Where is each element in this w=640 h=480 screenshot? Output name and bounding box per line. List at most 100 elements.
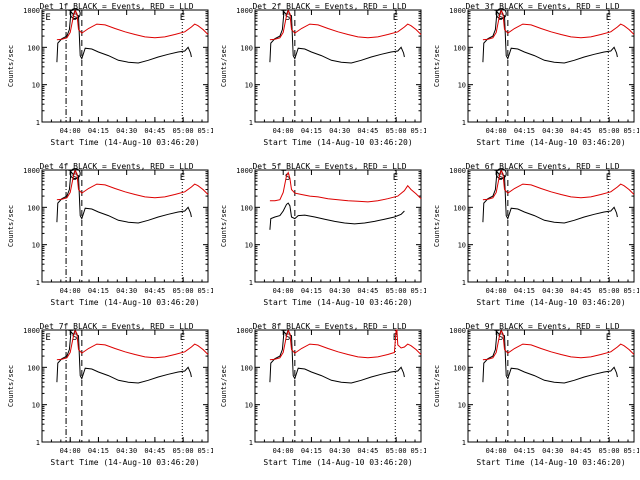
y-tick-label: 10 (32, 242, 40, 250)
chart-title: Det 4f_BLACK = Events, RED = LLD (39, 162, 193, 171)
series-line-events (269, 8, 405, 64)
x-tick-label: 04:00 (60, 127, 81, 135)
y-tick-label: 100 (27, 364, 40, 372)
flag-label: E (393, 173, 398, 183)
x-axis-label: Start Time (14-Aug-10 03:46:20) (263, 458, 412, 467)
x-tick-label: 05:00 (599, 287, 620, 295)
x-tick-label: 04:15 (514, 287, 535, 295)
x-tick-label: 04:45 (144, 287, 165, 295)
x-tick-label: 04:30 (329, 127, 350, 135)
y-tick-label: 1 (249, 439, 253, 447)
x-tick-label: 05:00 (173, 447, 194, 455)
y-tick-label: 100 (240, 44, 253, 52)
x-axis-label: Start Time (14-Aug-10 03:46:20) (476, 458, 625, 467)
y-axis-label: Counts/sec (220, 45, 228, 87)
x-tick-label: 04:00 (60, 447, 81, 455)
flag-label: S (498, 173, 503, 183)
flag-label: E (393, 13, 398, 23)
x-tick-label: 05:00 (386, 127, 407, 135)
y-tick-label: 10 (458, 82, 466, 90)
series-line-lld (269, 9, 422, 41)
detector-panel-7f: Det 7f_BLACK = Events, RED = LLD 1 10 100 10… (7, 322, 213, 467)
y-tick-label: 10 (245, 402, 253, 410)
series-line-events (269, 202, 405, 230)
y-tick-label: 10 (245, 82, 253, 90)
y-tick-label: 100 (27, 44, 40, 52)
x-tick-label: 05:15 (197, 127, 213, 135)
x-tick-label: 04:45 (357, 447, 378, 455)
x-tick-label: 04:00 (273, 287, 294, 295)
x-tick-label: 04:45 (570, 287, 591, 295)
x-tick-label: 05:15 (410, 447, 426, 455)
y-axis-label: Counts/sec (7, 365, 15, 407)
flag-label: E (180, 333, 185, 343)
x-tick-label: 04:00 (486, 447, 507, 455)
detector-panel-4f: Det 4f_BLACK = Events, RED = LLD 1 10 100 10… (7, 162, 213, 307)
y-tick-label: 100 (453, 204, 466, 212)
x-tick-label: 05:00 (599, 447, 620, 455)
x-tick-label: 04:15 (514, 447, 535, 455)
x-axis-label: Start Time (14-Aug-10 03:46:20) (50, 298, 199, 307)
detector-panel-5f: Det 5f_BLACK = Events, RED = LLD 1 10 100 10… (220, 162, 426, 307)
flag-label: E (606, 173, 611, 183)
y-tick-label: 100 (240, 364, 253, 372)
x-tick-label: 04:30 (542, 447, 563, 455)
x-axis-label: Start Time (14-Aug-10 03:46:20) (263, 298, 412, 307)
chart-title: Det 3f_BLACK = Events, RED = LLD (465, 2, 619, 11)
y-tick-label: 1 (462, 279, 466, 287)
x-tick-label: 04:00 (273, 447, 294, 455)
x-tick-label: 04:30 (116, 127, 137, 135)
x-tick-label: 04:30 (329, 287, 350, 295)
series-line-lld (482, 9, 635, 41)
x-tick-label: 05:15 (197, 447, 213, 455)
x-axis-label: Start Time (14-Aug-10 03:46:20) (476, 298, 625, 307)
plot-frame (467, 169, 635, 283)
y-tick-label: 1000 (236, 327, 253, 335)
x-tick-label: 04:30 (116, 447, 137, 455)
x-tick-label: 05:00 (173, 127, 194, 135)
y-axis-label: Counts/sec (433, 365, 441, 407)
x-tick-label: 04:30 (116, 287, 137, 295)
flag-label: S (72, 333, 77, 343)
y-tick-label: 1 (36, 119, 40, 127)
x-tick-label: 05:15 (623, 127, 639, 135)
y-tick-label: 1000 (236, 167, 253, 175)
y-tick-label: 10 (245, 242, 253, 250)
x-tick-label: 04:00 (486, 127, 507, 135)
y-tick-label: 1000 (449, 7, 466, 15)
x-tick-label: 05:00 (386, 447, 407, 455)
y-tick-label: 10 (458, 402, 466, 410)
detector-panel-2f: Det 2f_BLACK = Events, RED = LLD 1 10 100 10… (220, 2, 426, 147)
y-tick-label: 1000 (449, 327, 466, 335)
y-tick-label: 1 (249, 279, 253, 287)
series-line-events (482, 328, 618, 384)
y-axis-label: Counts/sec (7, 45, 15, 87)
y-tick-label: 100 (453, 44, 466, 52)
x-axis-label: Start Time (14-Aug-10 03:46:20) (263, 138, 412, 147)
x-tick-label: 04:45 (570, 447, 591, 455)
series-line-events (56, 168, 192, 224)
y-tick-label: 1000 (23, 327, 40, 335)
y-axis-label: Counts/sec (220, 205, 228, 247)
x-axis-label: Start Time (14-Aug-10 03:46:20) (50, 138, 199, 147)
flag-label: S (285, 173, 290, 183)
y-tick-label: 1 (36, 439, 40, 447)
detector-panel-8f: Det 8f_BLACK = Events, RED = LLD 1 10 100 10… (220, 322, 426, 467)
series-line-lld (482, 169, 635, 201)
x-tick-label: 04:30 (542, 287, 563, 295)
plot-frame (467, 9, 635, 123)
x-tick-label: 05:15 (410, 127, 426, 135)
y-tick-label: 100 (240, 204, 253, 212)
series-line-lld (482, 329, 635, 361)
chart-title: Det 6f_BLACK = Events, RED = LLD (465, 162, 619, 171)
x-tick-label: 04:15 (88, 287, 109, 295)
detector-panel-9f: Det 9f_BLACK = Events, RED = LLD 1 10 100 10… (433, 322, 639, 467)
x-tick-label: 04:45 (357, 287, 378, 295)
plot-frame (41, 9, 209, 123)
y-tick-label: 1000 (236, 7, 253, 15)
flag-label: S (498, 13, 503, 23)
flag-label: E (606, 13, 611, 23)
y-axis-label: Counts/sec (7, 205, 15, 247)
series-line-events (56, 328, 192, 384)
